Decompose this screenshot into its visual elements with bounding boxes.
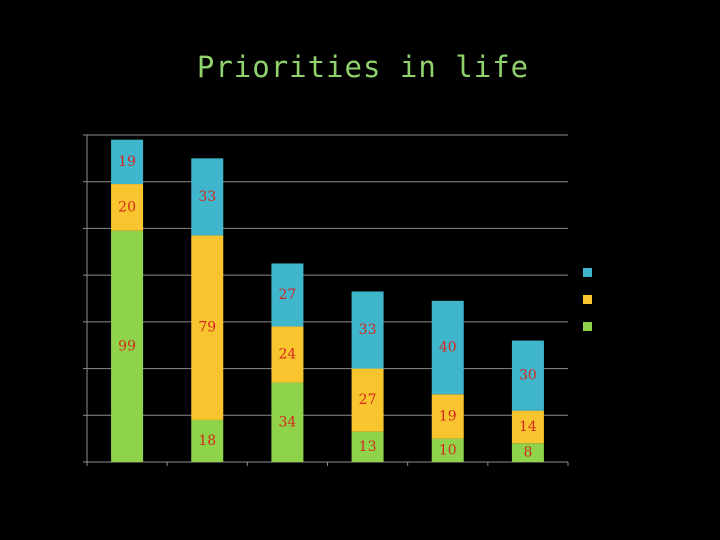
bar-segment-bottom [271,382,304,462]
data-label: 27 [279,287,297,303]
gridlines [87,134,568,416]
data-label: 20 [118,199,136,215]
data-label: 27 [359,392,377,408]
data-label: 33 [198,189,216,205]
data-label: 14 [519,419,537,435]
bars [111,139,544,462]
legend-swatch [583,268,592,277]
bar-segment-top [111,139,144,185]
bar-segment-bottom [351,431,384,462]
data-label: 99 [118,338,136,354]
bar-segment-middle [431,394,464,439]
data-label: 33 [359,322,377,338]
bar-segment-middle [271,326,304,383]
bar-segment-bottom [511,443,544,462]
bar-segment-middle [511,410,544,444]
bar-segment-top [511,340,544,411]
data-labels: 99 20 19 18 79 33 34 24 27 13 27 33 10 19 40 8 14 30 [118,154,537,461]
data-label: 18 [198,433,216,449]
data-label: 10 [439,442,457,458]
legend-swatch [583,322,592,331]
bar-segment-middle [191,235,224,420]
bar-segment-middle [351,368,384,432]
data-label: 13 [359,439,377,455]
bar-segment-top [271,263,304,327]
chart-title: Priorities in life [196,50,530,84]
data-label: 8 [523,445,532,461]
data-label: 34 [279,414,297,430]
bar-segment-top [351,291,384,369]
data-label: 79 [198,320,216,336]
bar-segment-bottom [431,438,464,462]
axes [83,134,569,466]
bar-segment-bottom [111,230,144,462]
bar-segment-top [431,300,464,395]
bar-segment-bottom [191,419,224,462]
data-label: 19 [439,408,457,424]
data-label: 40 [439,340,457,356]
data-label: 24 [279,347,297,363]
data-label: 19 [118,154,136,170]
bar-segment-top [191,158,224,236]
legend [583,268,592,331]
bar-segment-middle [111,184,144,231]
legend-swatch [583,295,592,304]
data-label: 30 [519,368,537,384]
